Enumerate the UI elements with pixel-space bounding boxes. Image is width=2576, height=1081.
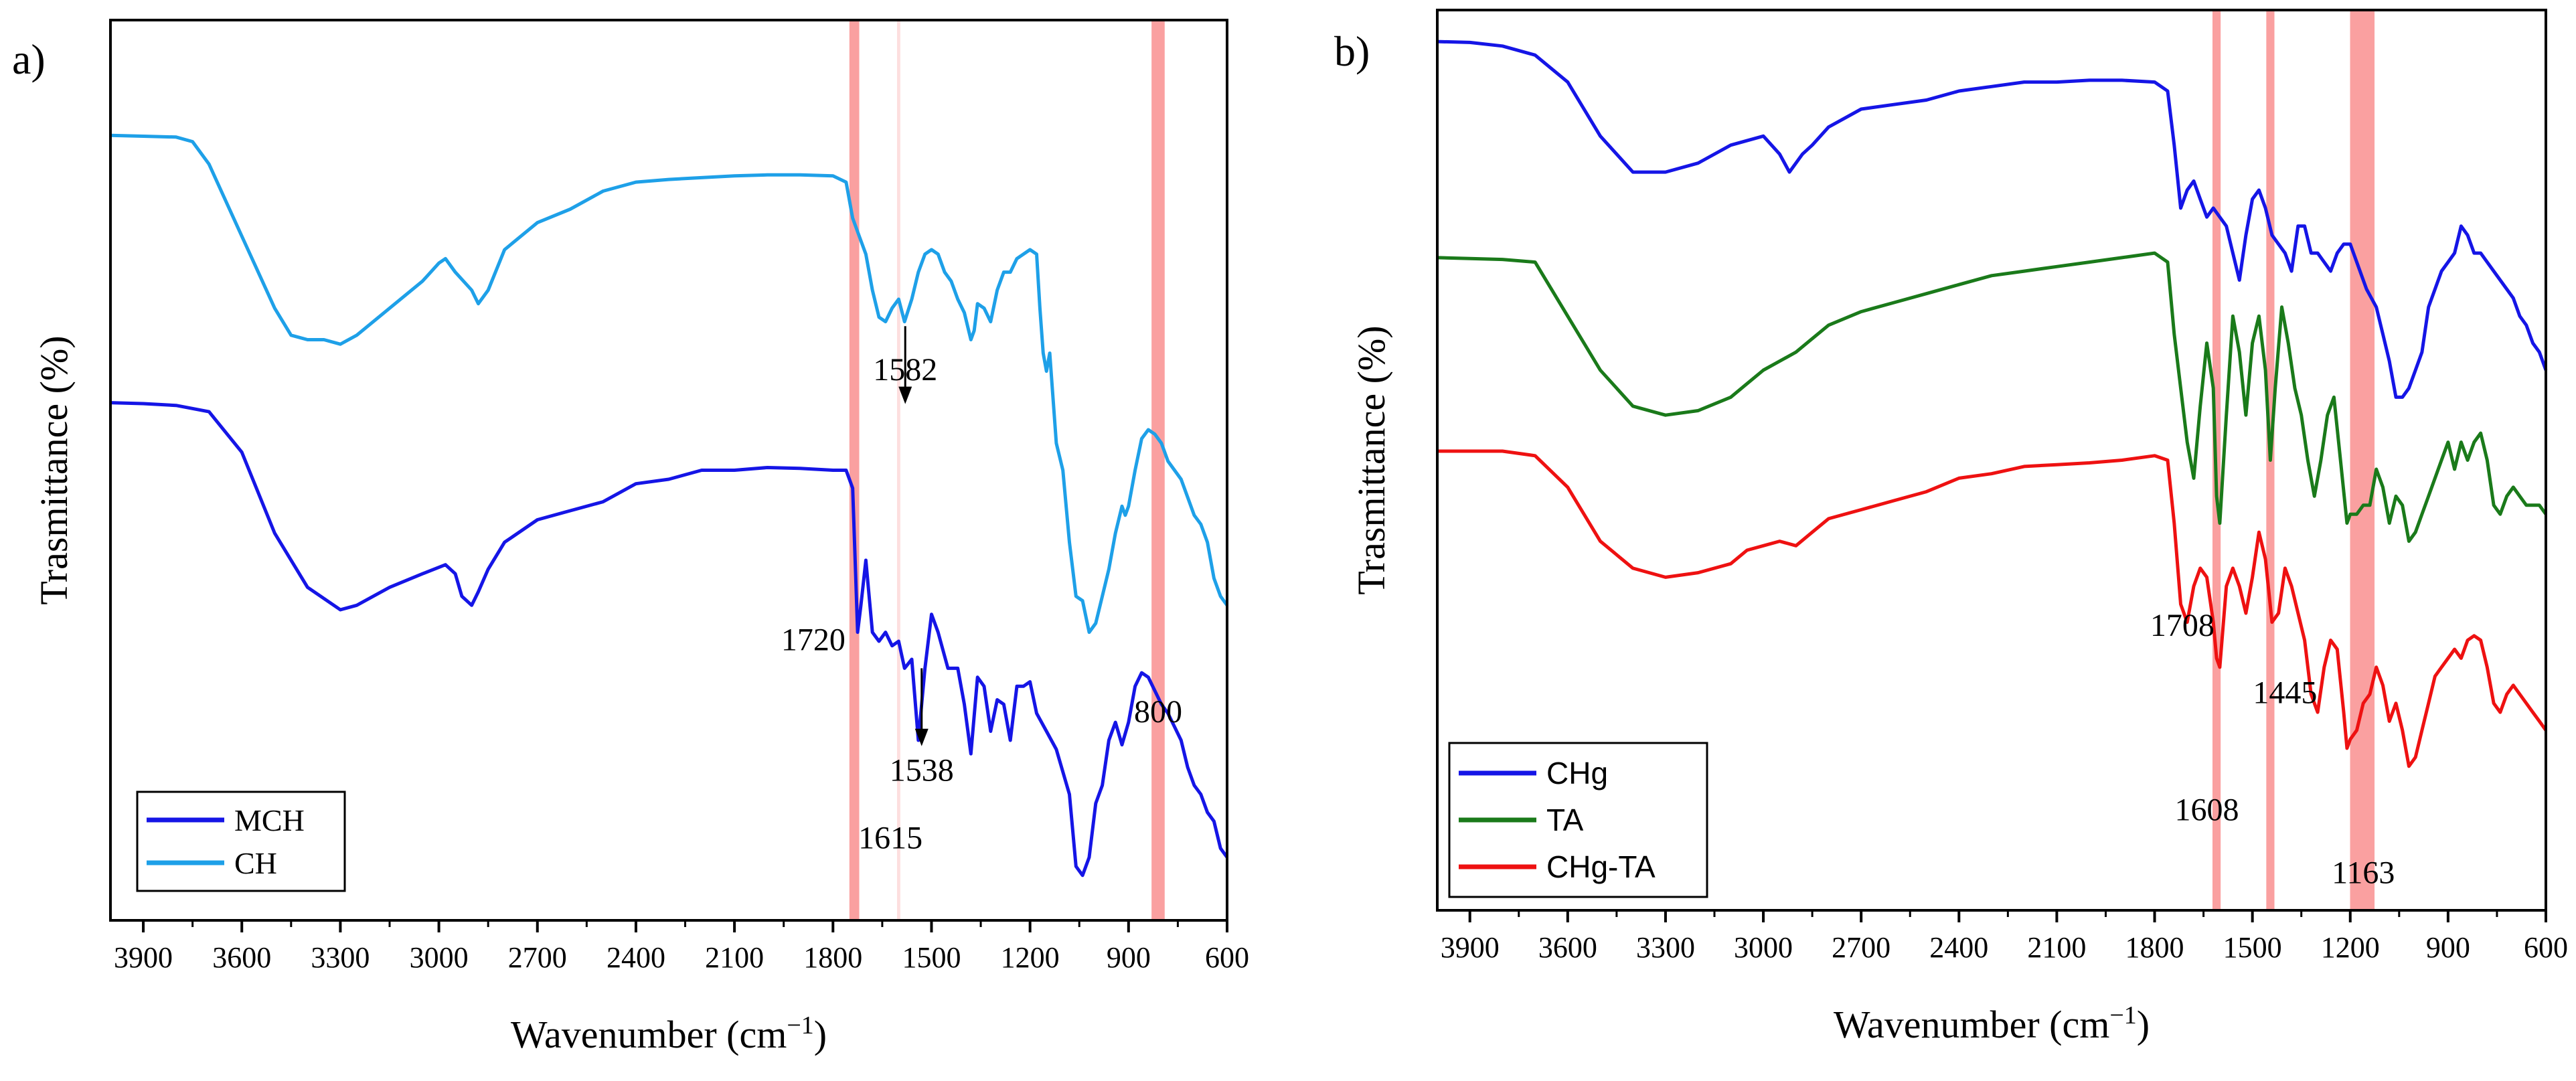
legend-label-ch: CH xyxy=(234,846,277,880)
x-tick-label: 3000 xyxy=(1734,931,1793,964)
panel-b: 3900 3600 3300 3000 2700 2400 2100 1800 1500 1200… xyxy=(1334,9,2568,1046)
legend: CHg TA CHg-TA xyxy=(1448,742,1708,898)
x-tick-label: 2700 xyxy=(508,941,567,974)
series-line-chg xyxy=(1437,39,2548,399)
x-tick-label: 3900 xyxy=(1441,931,1500,964)
panel-label: b) xyxy=(1334,27,1370,75)
x-tick-label: 2100 xyxy=(705,941,764,974)
x-tick-label: 1500 xyxy=(902,941,961,974)
panel-a: 3900 3600 3300 3000 2700 2400 2100 1800 1500 1200… xyxy=(12,19,1249,1056)
x-tick-label: 3600 xyxy=(1538,931,1597,964)
x-tick-label: 3300 xyxy=(311,941,370,974)
highlight-band-1720 xyxy=(849,20,860,920)
series-line-ch xyxy=(110,133,1229,635)
x-tick-label: 1800 xyxy=(803,941,862,974)
legend-label-mch: MCH xyxy=(234,803,305,837)
x-tick-label: 900 xyxy=(2426,931,2470,964)
annotation-arrowhead xyxy=(898,386,912,404)
legend-label-chg-ta: CHg-TA xyxy=(1546,849,1656,884)
x-tick-label: 2400 xyxy=(607,941,665,974)
legend-label-ta: TA xyxy=(1546,803,1584,837)
x-tick-label: 2700 xyxy=(1832,931,1890,964)
y-axis-label: Trasmittance (%) xyxy=(32,335,76,604)
annotation-arrowhead xyxy=(914,728,929,746)
x-tick-label: 600 xyxy=(1205,941,1249,974)
x-tick-label: 3300 xyxy=(1636,931,1695,964)
peak-annotation-1582: 1582 xyxy=(873,352,937,388)
x-axis-label: Wavenumber (cm−1) xyxy=(511,1011,827,1056)
plot-frame xyxy=(109,19,1228,922)
series-line-chg-ta xyxy=(1437,449,2548,768)
x-tick-label: 3000 xyxy=(410,941,469,974)
series-line-ta xyxy=(1437,251,2548,544)
peak-annotation-1708: 1708 xyxy=(2150,608,2215,643)
x-tick-label: 3600 xyxy=(212,941,271,974)
highlight-band-1615 xyxy=(896,20,900,920)
panel-label: a) xyxy=(12,35,46,83)
legend-label-chg: CHg xyxy=(1546,756,1608,791)
highlight-band-1163 xyxy=(2350,10,2375,910)
peak-annotation-1615: 1615 xyxy=(858,820,922,855)
highlight-band-800 xyxy=(1151,20,1165,920)
peak-annotation-1445: 1445 xyxy=(2253,675,2317,711)
x-tick-label: 3900 xyxy=(114,941,173,974)
legend-box xyxy=(136,791,346,892)
peak-annotation-1163: 1163 xyxy=(2332,855,2395,891)
peak-annotation-1608: 1608 xyxy=(2174,793,2239,828)
x-axis-label: Wavenumber (cm−1) xyxy=(1834,1001,2150,1046)
x-tick-label: 1800 xyxy=(2125,931,2184,964)
peak-annotation-1720: 1720 xyxy=(781,622,846,658)
y-axis-label: Trasmittance (%) xyxy=(1350,325,1393,594)
x-tick-label: 1500 xyxy=(2223,931,2282,964)
peak-annotation-800: 800 xyxy=(1134,694,1182,730)
x-tick-label: 1200 xyxy=(1001,941,1060,974)
x-tick-label: 2400 xyxy=(1929,931,1988,964)
peak-annotation-1538: 1538 xyxy=(890,753,954,788)
x-tick-label: 1200 xyxy=(2321,931,2380,964)
series-line-mch xyxy=(110,401,1229,878)
plot-frame xyxy=(1436,9,2547,912)
x-tick-label: 2100 xyxy=(2027,931,2086,964)
legend: MCH CH xyxy=(136,791,346,892)
x-tick-label: 600 xyxy=(2524,931,2568,964)
x-tick-label: 900 xyxy=(1107,941,1151,974)
